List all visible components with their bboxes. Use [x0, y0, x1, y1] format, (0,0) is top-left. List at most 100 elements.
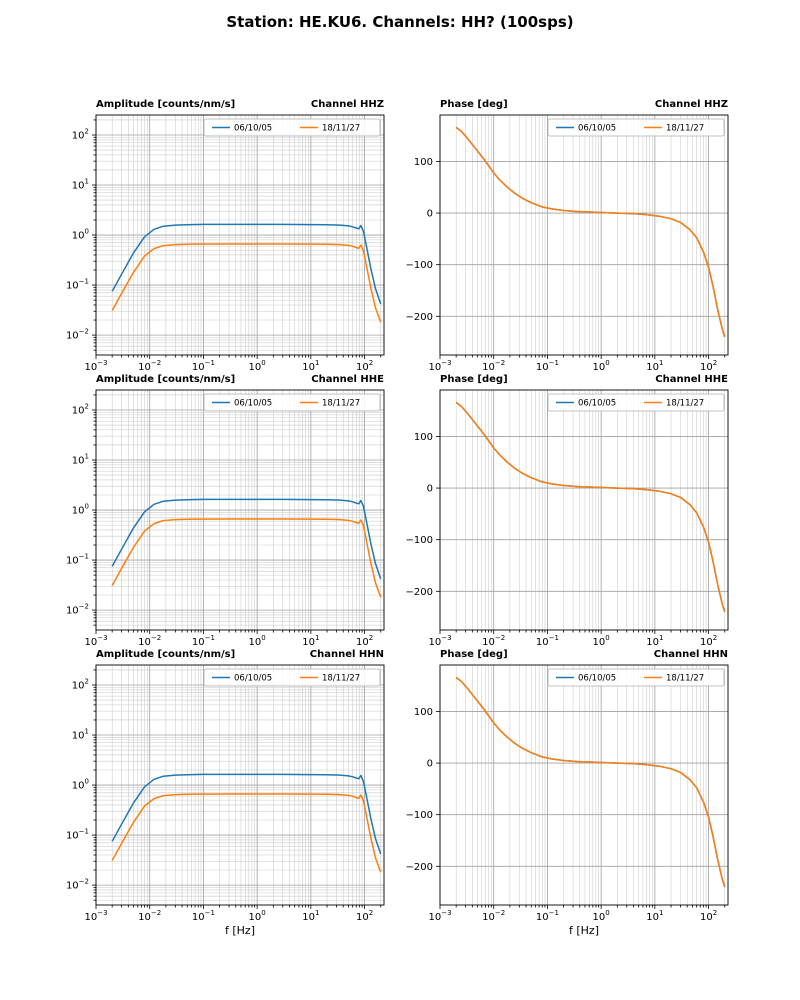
- legend-box: [203, 118, 381, 137]
- svg-text:10−1: 10−1: [536, 909, 559, 923]
- legend: 06/10/05 18/11/27: [203, 393, 381, 412]
- legend-label-0: 06/10/05: [578, 399, 616, 409]
- legend-label-0: 06/10/05: [578, 124, 616, 134]
- svg-text:102: 102: [72, 127, 89, 141]
- series-line-1: [111, 518, 382, 598]
- axis-tick-labels: 10−3 10−2 10−1 100 101 102 −200 −100 0 100: [406, 157, 718, 373]
- svg-text:10−2: 10−2: [66, 328, 89, 342]
- svg-text:102: 102: [700, 909, 717, 923]
- subplot-title-left: Phase [deg]: [440, 99, 508, 110]
- axes-frame: [439, 664, 729, 906]
- legend-box: [547, 668, 725, 687]
- grid-major: [95, 665, 384, 905]
- subplot-title-right: Channel HHN: [654, 649, 728, 660]
- subplot-title-left: Amplitude [counts/nm/s]: [96, 649, 235, 660]
- legend: 06/10/05 18/11/27: [203, 668, 381, 687]
- svg-text:101: 101: [302, 634, 319, 648]
- svg-text:−200: −200: [406, 587, 433, 598]
- series-lines: [455, 401, 726, 613]
- plot-amplitude-hhe: 10−3 10−2 10−1 100 101 102 10−2 10−1 100 101 102 Am…: [66, 374, 385, 648]
- series-line-1: [455, 676, 726, 888]
- axes-frame: [95, 389, 385, 631]
- legend-box: [547, 118, 725, 137]
- svg-text:101: 101: [646, 359, 663, 373]
- axis-ticks: [436, 161, 726, 359]
- svg-text:10−3: 10−3: [84, 909, 107, 923]
- svg-text:10−3: 10−3: [428, 909, 451, 923]
- series-lines: [111, 773, 382, 873]
- svg-text:102: 102: [356, 634, 373, 648]
- series-lines: [111, 223, 382, 323]
- svg-text:100: 100: [593, 359, 610, 373]
- svg-text:10−2: 10−2: [482, 909, 505, 923]
- svg-text:10−1: 10−1: [66, 278, 89, 292]
- svg-text:101: 101: [302, 359, 319, 373]
- plot-phase-hhz: 10−3 10−2 10−1 100 101 102 −200 −100 0 100 Phase […: [406, 99, 729, 373]
- svg-text:101: 101: [646, 634, 663, 648]
- legend-label-1: 18/11/27: [666, 674, 704, 684]
- axis-tick-labels: 10−3 10−2 10−1 100 101 102 10−2 10−1 100 101 102: [66, 677, 373, 923]
- svg-text:10−1: 10−1: [66, 553, 89, 567]
- plot-phase-hhe: 10−3 10−2 10−1 100 101 102 −200 −100 0 100 Phase […: [406, 374, 729, 648]
- svg-text:100: 100: [593, 634, 610, 648]
- legend-box: [547, 393, 725, 412]
- x-axis-label: f [Hz]: [569, 924, 599, 937]
- svg-text:10−3: 10−3: [84, 359, 107, 373]
- svg-text:−100: −100: [406, 260, 433, 271]
- legend: 06/10/05 18/11/27: [547, 393, 725, 412]
- axis-tick-labels: 10−3 10−2 10−1 100 101 102 10−2 10−1 100 101 102: [66, 127, 373, 373]
- svg-text:0: 0: [427, 759, 433, 770]
- svg-text:100: 100: [249, 634, 266, 648]
- legend-label-1: 18/11/27: [666, 124, 704, 134]
- subplot-title-right: Channel HHN: [310, 649, 384, 660]
- series-line-0: [111, 498, 382, 580]
- legend: 06/10/05 18/11/27: [203, 118, 381, 137]
- svg-text:101: 101: [72, 728, 89, 742]
- legend-label-1: 18/11/27: [322, 399, 360, 409]
- grid-minor: [455, 390, 726, 630]
- svg-text:10−1: 10−1: [192, 359, 215, 373]
- svg-text:10−2: 10−2: [138, 909, 161, 923]
- svg-text:100: 100: [72, 778, 89, 792]
- series-lines: [111, 498, 382, 598]
- axes-frame: [95, 114, 385, 356]
- axes-frame: [439, 114, 729, 356]
- svg-text:10−2: 10−2: [66, 878, 89, 892]
- legend-label-0: 06/10/05: [234, 399, 272, 409]
- subplot-title-left: Amplitude [counts/nm/s]: [96, 99, 235, 110]
- legend-label-1: 18/11/27: [666, 399, 704, 409]
- axes-frame: [439, 389, 729, 631]
- svg-text:10−2: 10−2: [138, 359, 161, 373]
- svg-text:−200: −200: [406, 862, 433, 873]
- svg-text:102: 102: [72, 677, 89, 691]
- svg-text:101: 101: [72, 178, 89, 192]
- series-line-0: [111, 223, 382, 305]
- axes-frame: [95, 664, 385, 906]
- svg-text:0: 0: [427, 209, 433, 220]
- svg-text:102: 102: [700, 359, 717, 373]
- svg-text:102: 102: [72, 402, 89, 416]
- svg-text:−200: −200: [406, 312, 433, 323]
- legend-box: [203, 393, 381, 412]
- axis-ticks: [436, 711, 726, 909]
- svg-text:100: 100: [414, 707, 433, 718]
- legend-box: [203, 668, 381, 687]
- plot-amplitude-hhz: 10−3 10−2 10−1 100 101 102 10−2 10−1 100 101 102 Am…: [66, 99, 385, 373]
- svg-text:10−1: 10−1: [66, 828, 89, 842]
- subplot-title-left: Amplitude [counts/nm/s]: [96, 374, 235, 385]
- grid-major: [439, 665, 728, 905]
- grid-minor: [455, 665, 726, 905]
- svg-text:−100: −100: [406, 535, 433, 546]
- axis-ticks: [92, 394, 382, 634]
- axis-ticks: [92, 119, 382, 359]
- grid-minor: [455, 115, 726, 355]
- series-line-1: [111, 793, 382, 873]
- axis-tick-labels: 10−3 10−2 10−1 100 101 102 −200 −100 0 100: [406, 432, 718, 648]
- legend: 06/10/05 18/11/27: [547, 118, 725, 137]
- series-line-0: [455, 401, 726, 613]
- svg-text:10−1: 10−1: [192, 909, 215, 923]
- series-line-1: [455, 126, 726, 338]
- svg-text:10−1: 10−1: [192, 634, 215, 648]
- axis-ticks: [92, 669, 382, 909]
